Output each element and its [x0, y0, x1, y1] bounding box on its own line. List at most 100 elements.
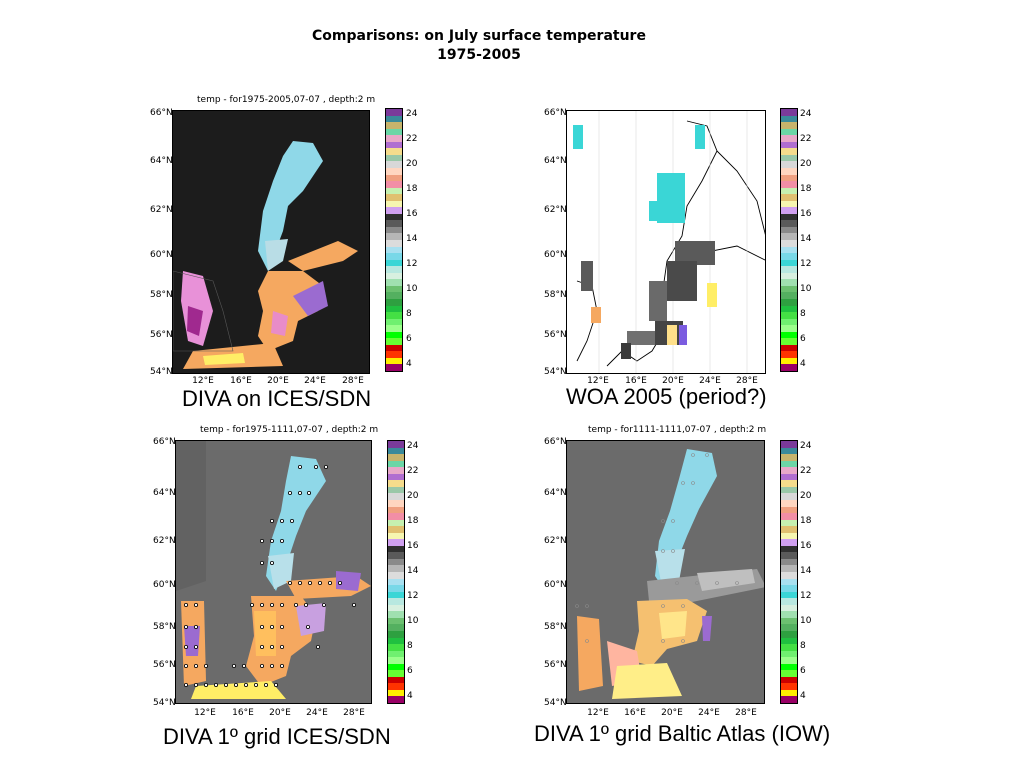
colorbar-swatch — [388, 467, 404, 475]
panel-1-colorbar — [385, 108, 403, 372]
colorbar-tick-label: 10 — [800, 284, 812, 294]
colorbar-swatch — [388, 670, 404, 678]
panel-2-lat-label-66: 66°N — [544, 108, 567, 118]
colorbar-swatch — [781, 572, 797, 580]
colorbar-swatch — [781, 486, 797, 494]
colorbar-swatch — [386, 200, 402, 208]
panel-1-lon-label-24: 24°E — [304, 376, 326, 386]
colorbar-swatch — [388, 480, 404, 488]
colorbar-swatch — [781, 467, 797, 475]
panel-2-colorbar-labels: 24 22 20 18 16 14 12 10 8 6 4 — [800, 109, 820, 369]
colorbar-swatch — [781, 663, 797, 671]
colorbar-swatch — [781, 617, 797, 625]
colorbar-swatch — [781, 539, 797, 547]
panel-1-colorbar-labels: 24 22 20 18 16 14 12 10 8 6 4 — [406, 109, 426, 369]
colorbar-tick-label: 4 — [406, 359, 412, 369]
colorbar-swatch — [386, 325, 402, 333]
colorbar-swatch — [781, 207, 797, 215]
colorbar-tick-label: 6 — [800, 334, 806, 344]
colorbar-swatch — [386, 167, 402, 175]
panel-1-lat-label-66: 66°N — [150, 108, 173, 118]
slide-title: Comparisons: on July surface temperature… — [0, 27, 958, 65]
colorbar-swatch — [781, 233, 797, 241]
colorbar-tick-label: 12 — [800, 591, 812, 601]
colorbar-swatch — [781, 454, 797, 462]
panel-2-lon-label-16: 16°E — [625, 376, 647, 386]
panel-4-lat-label-54: 54°N — [544, 698, 567, 708]
panel-3-lon-label-20: 20°E — [269, 708, 291, 718]
colorbar-tick-label: 6 — [406, 334, 412, 344]
colorbar-tick-label: 20 — [800, 159, 812, 169]
colorbar-swatch — [386, 220, 402, 228]
colorbar-tick-label: 16 — [800, 541, 812, 551]
colorbar-tick-label: 20 — [800, 491, 812, 501]
panel-3-lat-label-64: 64°N — [153, 488, 176, 498]
panel-3-map — [175, 440, 372, 704]
colorbar-swatch — [781, 338, 797, 346]
colorbar-swatch — [388, 486, 404, 494]
colorbar-swatch — [386, 338, 402, 346]
colorbar-swatch — [386, 141, 402, 149]
colorbar-tick-label: 22 — [800, 466, 812, 476]
colorbar-swatch — [386, 174, 402, 182]
colorbar-swatch — [781, 109, 797, 117]
colorbar-swatch — [781, 181, 797, 189]
panel-3-lat-label-60: 60°N — [153, 580, 176, 590]
colorbar-swatch — [386, 292, 402, 300]
colorbar-tick-label: 4 — [407, 691, 413, 701]
colorbar-swatch — [388, 519, 404, 527]
colorbar-swatch — [388, 637, 404, 645]
colorbar-swatch — [781, 161, 797, 169]
colorbar-tick-label: 16 — [800, 209, 812, 219]
panel-2-lat-label-56: 56°N — [544, 330, 567, 340]
colorbar-tick-label: 12 — [406, 259, 418, 269]
panel-3-caption: DIVA 1º grid ICES/SDN — [163, 724, 391, 749]
colorbar-swatch — [781, 312, 797, 320]
colorbar-swatch — [386, 122, 402, 130]
colorbar-tick-label: 6 — [800, 666, 806, 676]
colorbar-swatch — [781, 240, 797, 248]
colorbar-swatch — [781, 318, 797, 326]
colorbar-swatch — [781, 266, 797, 274]
colorbar-swatch — [388, 572, 404, 580]
colorbar-swatch — [388, 545, 404, 553]
panel-1-lon-label-28: 28°E — [342, 376, 364, 386]
colorbar-swatch — [781, 285, 797, 293]
colorbar-swatch — [388, 650, 404, 658]
panel-3-lat-label-54: 54°N — [153, 698, 176, 708]
colorbar-swatch — [388, 499, 404, 507]
panel-4-lon-label-28: 28°E — [735, 708, 757, 718]
title-line-1: Comparisons: on July surface temperature — [312, 28, 646, 44]
colorbar-swatch — [386, 194, 402, 202]
colorbar-tick-label: 22 — [407, 466, 419, 476]
colorbar-swatch — [781, 460, 797, 468]
colorbar-swatch — [781, 115, 797, 123]
colorbar-swatch — [386, 181, 402, 189]
colorbar-swatch — [386, 272, 402, 280]
colorbar-tick-label: 14 — [407, 566, 419, 576]
panel-1-lat-label-54: 54°N — [150, 367, 173, 377]
colorbar-tick-label: 18 — [407, 516, 419, 526]
colorbar-swatch — [386, 207, 402, 215]
colorbar-swatch — [781, 493, 797, 501]
colorbar-swatch — [781, 480, 797, 488]
colorbar-tick-label: 8 — [800, 641, 806, 651]
colorbar-swatch — [386, 318, 402, 326]
colorbar-swatch — [781, 187, 797, 195]
colorbar-swatch — [388, 617, 404, 625]
panel-3-map-graphic — [176, 441, 371, 703]
panel-4-lon-label-12: 12°E — [587, 708, 609, 718]
colorbar-swatch — [781, 585, 797, 593]
colorbar-swatch — [388, 532, 404, 540]
colorbar-tick-label: 12 — [407, 591, 419, 601]
colorbar-swatch — [781, 630, 797, 638]
colorbar-swatch — [386, 266, 402, 274]
colorbar-tick-label: 16 — [407, 541, 419, 551]
colorbar-swatch — [781, 272, 797, 280]
colorbar-swatch — [388, 441, 404, 449]
panel-1-lat-label-58: 58°N — [150, 290, 173, 300]
colorbar-swatch — [781, 213, 797, 221]
colorbar-swatch — [386, 298, 402, 306]
colorbar-tick-label: 18 — [800, 184, 812, 194]
colorbar-swatch — [386, 253, 402, 261]
